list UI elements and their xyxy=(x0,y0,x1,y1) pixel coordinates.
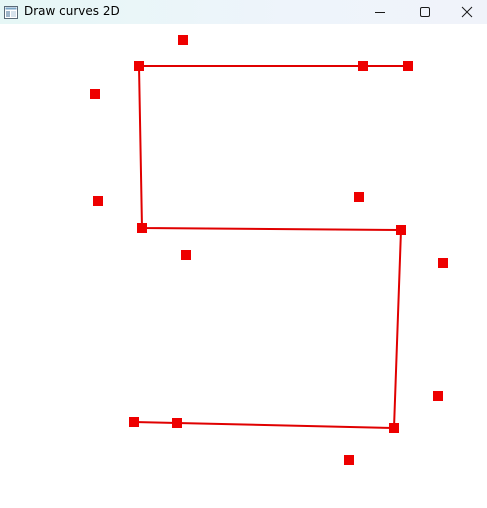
window-title: Draw curves 2D xyxy=(24,4,120,18)
control-point[interactable] xyxy=(93,196,103,206)
control-point[interactable] xyxy=(134,61,144,71)
app-window-icon xyxy=(4,4,18,19)
maximize-button[interactable] xyxy=(402,0,448,24)
curve-drawing[interactable] xyxy=(0,24,487,508)
control-points xyxy=(90,35,448,465)
maximize-icon xyxy=(419,3,431,22)
title-bar[interactable]: Draw curves 2D xyxy=(0,0,487,24)
control-point[interactable] xyxy=(433,391,443,401)
control-point[interactable] xyxy=(90,89,100,99)
control-point[interactable] xyxy=(358,61,368,71)
control-point[interactable] xyxy=(354,192,364,202)
close-icon xyxy=(461,3,473,22)
minimize-button[interactable] xyxy=(357,0,403,24)
drawing-canvas[interactable] xyxy=(0,24,487,508)
control-point[interactable] xyxy=(181,250,191,260)
control-point[interactable] xyxy=(137,223,147,233)
close-button[interactable] xyxy=(447,0,487,24)
control-point[interactable] xyxy=(172,418,182,428)
control-point[interactable] xyxy=(129,417,139,427)
control-point[interactable] xyxy=(344,455,354,465)
control-point[interactable] xyxy=(438,258,448,268)
control-point[interactable] xyxy=(396,225,406,235)
control-point[interactable] xyxy=(403,61,413,71)
control-point[interactable] xyxy=(178,35,188,45)
minimize-icon xyxy=(374,3,386,22)
control-point[interactable] xyxy=(389,423,399,433)
curve-path xyxy=(133,65,408,430)
